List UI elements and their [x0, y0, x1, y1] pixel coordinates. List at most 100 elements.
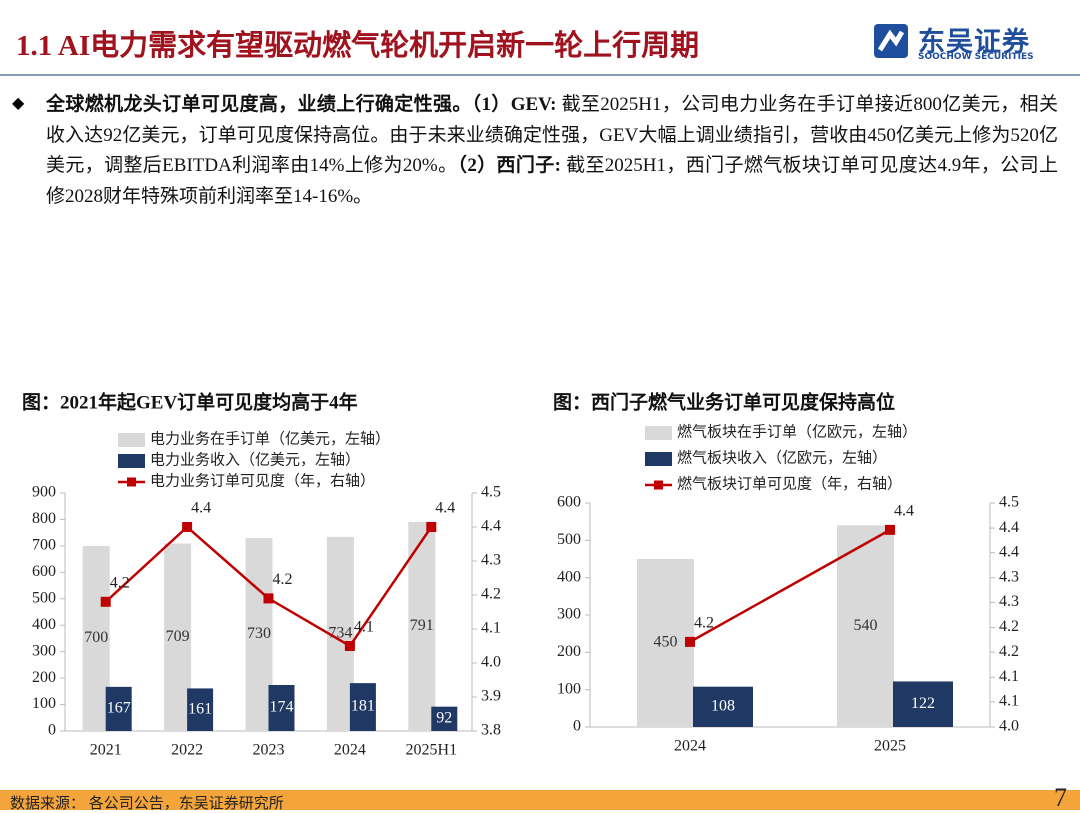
x-tick-label: 2022: [171, 742, 203, 759]
bar-value-label: 181: [351, 698, 375, 715]
line-value-label: 4.4: [435, 500, 455, 517]
page-number: 7: [1054, 783, 1067, 812]
y-tick-label: 600: [557, 494, 581, 511]
bar: [408, 521, 436, 731]
bar-value-label: 450: [654, 634, 678, 651]
x-tick-label: 2021: [90, 742, 122, 759]
y2-tick-label: 4.1: [999, 693, 1019, 710]
bar-value-label: 161: [188, 700, 212, 717]
legend-label: 燃气板块在手订单（亿欧元，左轴）: [677, 422, 917, 440]
chart-title: 图：西门子燃气业务订单可见度保持高位: [553, 390, 895, 413]
body-segment: 全球燃机龙头订单可见度高，业绩上行确定性强。（1）GEV:: [46, 94, 557, 115]
y-tick-label: 0: [48, 722, 56, 739]
y-tick-label: 500: [32, 589, 56, 606]
body-text: 全球燃机龙头订单可见度高，业绩上行确定性强。（1）GEV: 截至2025H1，公…: [46, 90, 1058, 212]
y2-tick-label: 4.0: [999, 718, 1019, 735]
y2-tick-label: 4.5: [999, 494, 1019, 511]
bar-value-label: 167: [107, 700, 131, 717]
bar-value-label: 709: [166, 628, 190, 645]
y-tick-label: 200: [32, 669, 56, 686]
line: [689, 528, 891, 643]
y-tick-label: 900: [32, 484, 56, 501]
y2-tick-label: 3.8: [481, 722, 501, 739]
body-segment: （2）西门子:: [457, 155, 561, 176]
logo-subtitle: SOOCHOW SECURITIES: [918, 52, 1034, 62]
line-value-label: 4.2: [110, 574, 130, 591]
logo-icon: [874, 24, 908, 58]
bar: [893, 681, 953, 727]
charts: 图：2021年起GEV订单可见度均高于4年 0 100 200 300 400 500 600…: [22, 390, 1019, 759]
body-segment: 截至2025H1，公司电力业务在手订单接近800亿美元，相关收入达92亿美元，订…: [46, 94, 1058, 176]
legend-label: 燃气板块订单可见度（年，右轴）: [677, 474, 902, 492]
bar-value-label: 730: [247, 625, 271, 642]
legend-swatch: [127, 477, 136, 487]
bar: [837, 525, 894, 727]
y-tick-label: 700: [32, 537, 56, 554]
legend-swatch: [118, 454, 145, 468]
chart-title: 图：2021年起GEV订单可见度均高于4年: [22, 390, 358, 413]
logo-name: 东吴证券: [918, 27, 1030, 58]
y2-tick-label: 4.2: [999, 618, 1019, 635]
bar: [431, 706, 458, 731]
bar-value-label: 108: [711, 698, 735, 715]
x-tick-label: 2023: [253, 742, 285, 759]
line-value-label: 4.2: [273, 571, 293, 588]
y2-tick-label: 4.4: [999, 519, 1019, 536]
x-tick-label: 2025: [874, 738, 906, 755]
legend-label: 电力业务在手订单（亿美元，左轴）: [150, 430, 390, 447]
bar: [693, 686, 753, 727]
y2-tick-label: 3.9: [481, 688, 501, 705]
y-tick-label: 200: [557, 643, 581, 660]
y2-tick-label: 4.2: [481, 586, 501, 603]
y2-tick-label: 4.5: [481, 484, 501, 501]
bullet: ◆: [12, 95, 25, 112]
slide-title: 1.1 AI电力需求有望驱动燃气轮机开启新一轮上行周期: [16, 30, 700, 62]
bar: [349, 683, 376, 731]
bar-value-label: 540: [854, 617, 878, 634]
bar-value-label: 791: [410, 617, 434, 634]
y2-tick-label: 4.2: [999, 643, 1019, 660]
x-tick-label: 2025H1: [406, 742, 458, 759]
y-tick-label: 800: [32, 510, 56, 527]
body-segment: 截至2025H1，西门子燃气板块订单可见度达4.9年，公司上修2028财年特殊项…: [46, 155, 1059, 207]
y-tick-label: 400: [32, 616, 56, 633]
y-tick-label: 600: [32, 563, 56, 580]
bar: [637, 559, 694, 727]
line-value-label: 4.4: [191, 500, 211, 517]
line-marker: [182, 522, 193, 532]
y2-tick-label: 4.3: [481, 552, 501, 569]
y2-tick-label: 4.3: [999, 568, 1019, 585]
y-tick-label: 300: [557, 606, 581, 623]
y-tick-label: 400: [557, 568, 581, 585]
bar-value-label: 174: [270, 699, 294, 716]
source-note: 数据来源： 各公司公告，东吴证券研究所: [10, 796, 284, 812]
y-tick-label: 100: [557, 680, 581, 697]
line-value-label: 4.4: [894, 503, 914, 520]
x-tick-label: 2024: [334, 742, 366, 759]
legend-swatch: [118, 433, 145, 447]
line-value-label: 4.1: [354, 619, 374, 636]
y-tick-label: 0: [573, 718, 581, 735]
y2-tick-label: 4.0: [481, 654, 501, 671]
y2-tick-label: 4.1: [481, 620, 501, 637]
footer-bar: [0, 790, 1080, 810]
line-marker: [885, 524, 895, 535]
line-marker: [685, 636, 695, 647]
legend-swatch: [645, 426, 672, 440]
x-tick-label: 2024: [674, 738, 706, 755]
bar: [105, 686, 132, 731]
legend-label: 电力业务订单可见度（年，右轴）: [150, 472, 375, 489]
legend-swatch: [654, 480, 663, 490]
header-rule: [0, 74, 1080, 76]
y-tick-label: 300: [32, 642, 56, 659]
y2-tick-label: 4.4: [999, 543, 1019, 560]
bar: [82, 545, 110, 731]
line-value-label: 4.2: [694, 615, 714, 632]
bar: [245, 537, 273, 731]
legend-label: 电力业务收入（亿美元，左轴）: [150, 451, 360, 468]
bar-value-label: 122: [911, 695, 935, 712]
line-marker: [263, 593, 274, 604]
y2-tick-label: 4.3: [999, 593, 1019, 610]
legend-swatch: [645, 452, 672, 466]
